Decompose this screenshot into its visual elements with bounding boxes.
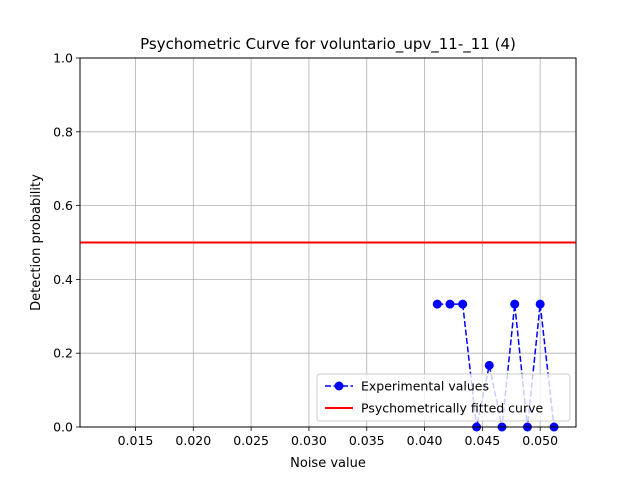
x-tick-label: 0.025 [233, 433, 269, 448]
experimental-point [510, 299, 520, 309]
experimental-point [432, 299, 442, 309]
y-tick-label: 0.6 [53, 198, 73, 213]
experimental-point [484, 360, 494, 370]
legend-fitted-label: Psychometrically fitted curve [361, 401, 544, 416]
experimental-point [445, 299, 455, 309]
legend: Experimental values Psychometrically fitt… [316, 373, 571, 422]
chart-title: Psychometric Curve for voluntario_upv_11… [140, 35, 516, 54]
x-tick-label: 0.040 [407, 433, 443, 448]
y-tick-label: 0.2 [53, 346, 73, 361]
y-tick-label: 0.4 [53, 272, 73, 287]
y-axis-label: Detection probability [29, 174, 44, 311]
experimental-point [535, 299, 545, 309]
y-tick-label: 0.8 [53, 124, 73, 139]
y-tick-label: 0.0 [53, 420, 73, 435]
x-tick-label: 0.020 [175, 433, 211, 448]
series-layer [80, 241, 576, 432]
x-axis-label: Noise value [290, 456, 366, 471]
x-tick-label: 0.050 [522, 433, 558, 448]
x-tick-label: 0.035 [349, 433, 385, 448]
x-tick-label: 0.015 [118, 433, 154, 448]
legend-experimental-label: Experimental values [361, 379, 489, 394]
y-tick-label: 1.0 [53, 51, 73, 66]
legend-experimental-marker [334, 381, 344, 391]
x-tick-label: 0.030 [291, 433, 327, 448]
x-tick-label: 0.045 [464, 433, 500, 448]
legend-box [316, 373, 571, 422]
experimental-point [458, 299, 468, 309]
plot-area-frame [79, 57, 577, 428]
axis-ticks: 0.015 0.020 0.025 0.030 0.035 0.040 0.045 0.050… [53, 51, 558, 449]
